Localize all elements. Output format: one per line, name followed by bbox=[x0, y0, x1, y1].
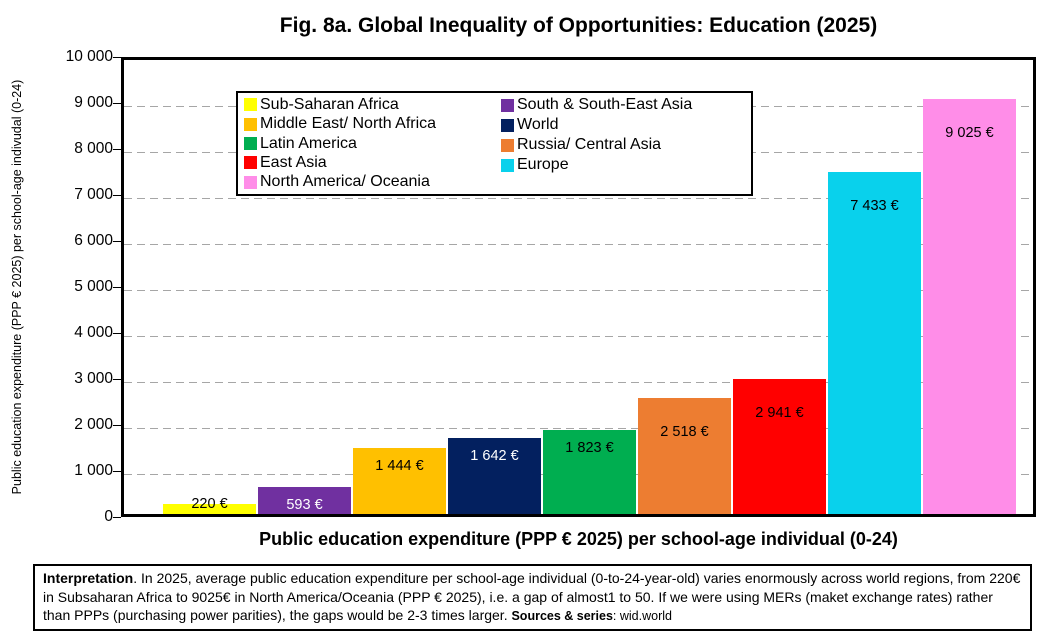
bar-value-label: 2 941 € bbox=[755, 405, 804, 421]
note-body: . In 2025, average public education expe… bbox=[43, 570, 1021, 624]
gridline bbox=[124, 382, 1033, 383]
legend-swatch bbox=[244, 175, 257, 189]
x-axis-title: Public education expenditure (PPP € 2025… bbox=[259, 529, 898, 549]
legend-swatch bbox=[244, 117, 257, 131]
y-tick-label: 5 000 bbox=[74, 278, 113, 295]
legend-item-latin-america: Latin America bbox=[244, 134, 501, 153]
y-tick-mark bbox=[113, 241, 121, 242]
bar-south-south-east-asia bbox=[258, 487, 351, 514]
legend-label: Europe bbox=[517, 156, 569, 173]
legend: Sub-Saharan Africa Middle East/ North Afr… bbox=[236, 91, 753, 196]
legend-column-1: Sub-Saharan Africa Middle East/ North Afr… bbox=[244, 95, 501, 192]
bar-middle-east-north-africa bbox=[353, 448, 446, 514]
gridline bbox=[124, 198, 1033, 199]
legend-label: Russia/ Central Asia bbox=[517, 136, 662, 153]
bar-value-label: 2 518 € bbox=[660, 424, 709, 440]
bar-north-america-oceania bbox=[923, 99, 1016, 514]
bar-value-label: 1 823 € bbox=[565, 440, 614, 456]
legend-swatch bbox=[501, 138, 514, 152]
legend-swatch bbox=[501, 98, 514, 112]
y-tick-label: 4 000 bbox=[74, 324, 113, 341]
bar-value-label: 1 444 € bbox=[375, 458, 424, 474]
y-tick-mark bbox=[113, 379, 121, 380]
legend-item-sub-saharan-africa: Sub-Saharan Africa bbox=[244, 95, 501, 114]
legend-item-north-america-oceania: North America/ Oceania bbox=[244, 173, 501, 192]
y-tick-label: 6 000 bbox=[74, 232, 113, 249]
legend-label: Middle East/ North Africa bbox=[260, 115, 437, 133]
y-tick-mark bbox=[113, 195, 121, 196]
gridline bbox=[124, 336, 1033, 337]
legend-item-russia-central-asia: Russia/ Central Asia bbox=[501, 135, 751, 155]
note-sources-value: : wid.world bbox=[612, 609, 672, 624]
legend-label: East Asia bbox=[260, 153, 327, 171]
gridline bbox=[124, 244, 1033, 245]
bar-value-label: 1 642 € bbox=[470, 448, 519, 464]
bar-latin-america bbox=[543, 430, 636, 514]
y-tick-label: 9 000 bbox=[74, 94, 113, 111]
y-tick-label: 10 000 bbox=[65, 48, 113, 65]
y-tick-mark bbox=[113, 287, 121, 288]
bar-east-asia bbox=[733, 379, 826, 514]
legend-item-world: World bbox=[501, 115, 751, 135]
legend-swatch bbox=[501, 158, 514, 172]
legend-label: South & South-East Asia bbox=[517, 96, 693, 113]
legend-swatch bbox=[501, 118, 514, 132]
y-tick-label: 1 000 bbox=[74, 462, 113, 479]
legend-column-2: South & South-East Asia World Russia/ Cent… bbox=[501, 95, 751, 192]
y-tick-mark bbox=[113, 517, 121, 518]
bar-value-label: 593 € bbox=[286, 497, 323, 513]
bar-value-label: 220 € bbox=[191, 496, 228, 512]
bar-russia-central-asia bbox=[638, 398, 731, 514]
legend-item-europe: Europe bbox=[501, 155, 751, 175]
bar-europe bbox=[828, 172, 921, 514]
bar-sub-saharan-africa bbox=[163, 504, 256, 514]
legend-label: North America/ Oceania bbox=[260, 173, 430, 191]
y-tick-mark bbox=[113, 333, 121, 334]
y-tick-label: 2 000 bbox=[74, 416, 113, 433]
chart-title: Fig. 8a. Global Inequality of Opportunit… bbox=[279, 14, 878, 37]
y-tick-mark bbox=[113, 103, 121, 104]
y-tick-mark bbox=[113, 425, 121, 426]
legend-swatch bbox=[244, 98, 257, 112]
legend-item-east-asia: East Asia bbox=[244, 153, 501, 172]
legend-swatch bbox=[244, 137, 257, 151]
y-tick-mark bbox=[113, 149, 121, 150]
legend-label: World bbox=[517, 116, 559, 133]
y-tick-label: 7 000 bbox=[74, 186, 113, 203]
bar-world bbox=[448, 438, 541, 514]
legend-label: Sub-Saharan Africa bbox=[260, 95, 399, 113]
bar-value-label: 7 433 € bbox=[850, 198, 899, 214]
legend-item-south-south-east-asia: South & South-East Asia bbox=[501, 95, 751, 115]
interpretation-note: Interpretation. In 2025, average public … bbox=[33, 564, 1032, 631]
gridline bbox=[124, 290, 1033, 291]
legend-swatch bbox=[244, 156, 257, 170]
y-tick-label: 0 bbox=[104, 508, 113, 525]
y-tick-label: 3 000 bbox=[74, 370, 113, 387]
bar-value-label: 9 025 € bbox=[945, 125, 994, 141]
y-axis-title: Public education expenditure (PPP € 2025… bbox=[10, 79, 24, 495]
legend-label: Latin America bbox=[260, 134, 357, 152]
legend-item-middle-east-north-africa: Middle East/ North Africa bbox=[244, 114, 501, 133]
y-tick-mark bbox=[113, 57, 121, 58]
gridline bbox=[124, 428, 1033, 429]
note-lead: Interpretation bbox=[43, 570, 134, 586]
y-tick-label: 8 000 bbox=[74, 140, 113, 157]
plot-area: 220 € 593 € 1 444 € 1 642 € 1 823 € 2 518 € 2 … bbox=[121, 57, 1036, 517]
y-tick-mark bbox=[113, 471, 121, 472]
note-sources-label: Sources & series bbox=[511, 609, 613, 624]
